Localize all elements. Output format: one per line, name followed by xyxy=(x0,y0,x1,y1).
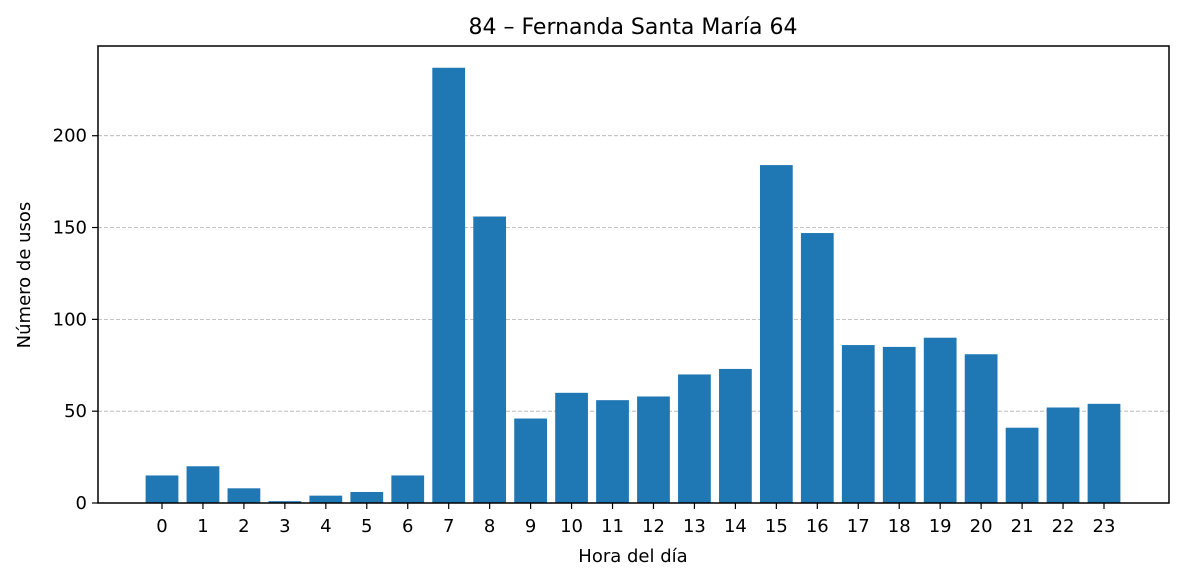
bar-hour-0 xyxy=(145,475,179,503)
bar-hour-6 xyxy=(391,475,425,503)
x-tick-label: 11 xyxy=(601,516,624,537)
bar-hour-21 xyxy=(1005,427,1039,503)
bar-hour-16 xyxy=(800,233,834,504)
x-tick-label: 17 xyxy=(847,516,870,537)
x-tick-label: 1 xyxy=(197,516,208,537)
x-tick-label: 19 xyxy=(929,516,952,537)
chart-title: 84 – Fernanda Santa María 64 xyxy=(468,15,797,40)
x-tick-label: 22 xyxy=(1052,516,1075,537)
bar-hour-19 xyxy=(923,337,957,503)
y-tick-label: 150 xyxy=(53,218,87,239)
y-tick-label: 0 xyxy=(76,493,87,514)
bar-hour-10 xyxy=(555,392,588,503)
y-tick-label: 100 xyxy=(53,309,87,330)
bar-hour-11 xyxy=(596,400,629,503)
x-tick-label: 14 xyxy=(724,516,747,537)
bar-hour-2 xyxy=(227,488,261,503)
x-tick-label: 2 xyxy=(238,516,249,537)
bar-hour-14 xyxy=(719,368,752,503)
bar-hour-1 xyxy=(186,466,220,503)
bar-hour-15 xyxy=(759,165,793,503)
bar-hour-23 xyxy=(1087,403,1121,503)
bar-hour-3 xyxy=(268,501,302,503)
x-tick-label: 4 xyxy=(320,516,331,537)
bar-hour-7 xyxy=(432,67,466,503)
bar-hour-18 xyxy=(882,346,916,503)
x-tick-label: 5 xyxy=(361,516,372,537)
plot-frame xyxy=(97,45,1170,504)
y-axis: 0 50 100 150 200 xyxy=(53,126,98,514)
bar-hour-4 xyxy=(309,495,343,503)
x-axis: 0 1 2 3 4 5 6 7 8 9 10 11 12 13 14 15 16 17 18 19 20 21 22 23 xyxy=(156,503,1115,537)
x-tick-label: 7 xyxy=(443,516,454,537)
x-tick-label: 21 xyxy=(1011,516,1034,537)
y-tick-label: 200 xyxy=(53,126,87,147)
bar-hour-17 xyxy=(841,345,875,503)
x-tick-label: 13 xyxy=(683,516,706,537)
x-axis-label: Hora del día xyxy=(578,546,687,567)
bar-hour-20 xyxy=(964,354,998,503)
x-tick-label: 8 xyxy=(484,516,495,537)
x-tick-label: 6 xyxy=(402,516,413,537)
grid xyxy=(98,135,1169,412)
x-tick-label: 15 xyxy=(765,516,788,537)
bar-hour-8 xyxy=(473,216,507,503)
y-tick-label: 50 xyxy=(64,401,87,422)
x-tick-label: 20 xyxy=(970,516,993,537)
bar-hour-22 xyxy=(1046,407,1080,503)
x-tick-label: 3 xyxy=(279,516,290,537)
bars xyxy=(145,67,1121,504)
x-tick-label: 12 xyxy=(642,516,665,537)
x-tick-label: 18 xyxy=(888,516,911,537)
bar-hour-9 xyxy=(514,418,547,503)
x-tick-label: 23 xyxy=(1093,516,1116,537)
x-tick-label: 10 xyxy=(560,516,583,537)
bar-hour-5 xyxy=(350,491,384,503)
bar-hour-13 xyxy=(678,374,711,503)
y-axis-label: Número de usos xyxy=(14,202,35,349)
bar-hour-12 xyxy=(637,396,670,503)
x-tick-label: 0 xyxy=(156,516,167,537)
x-tick-label: 16 xyxy=(806,516,829,537)
x-tick-label: 9 xyxy=(525,516,536,537)
